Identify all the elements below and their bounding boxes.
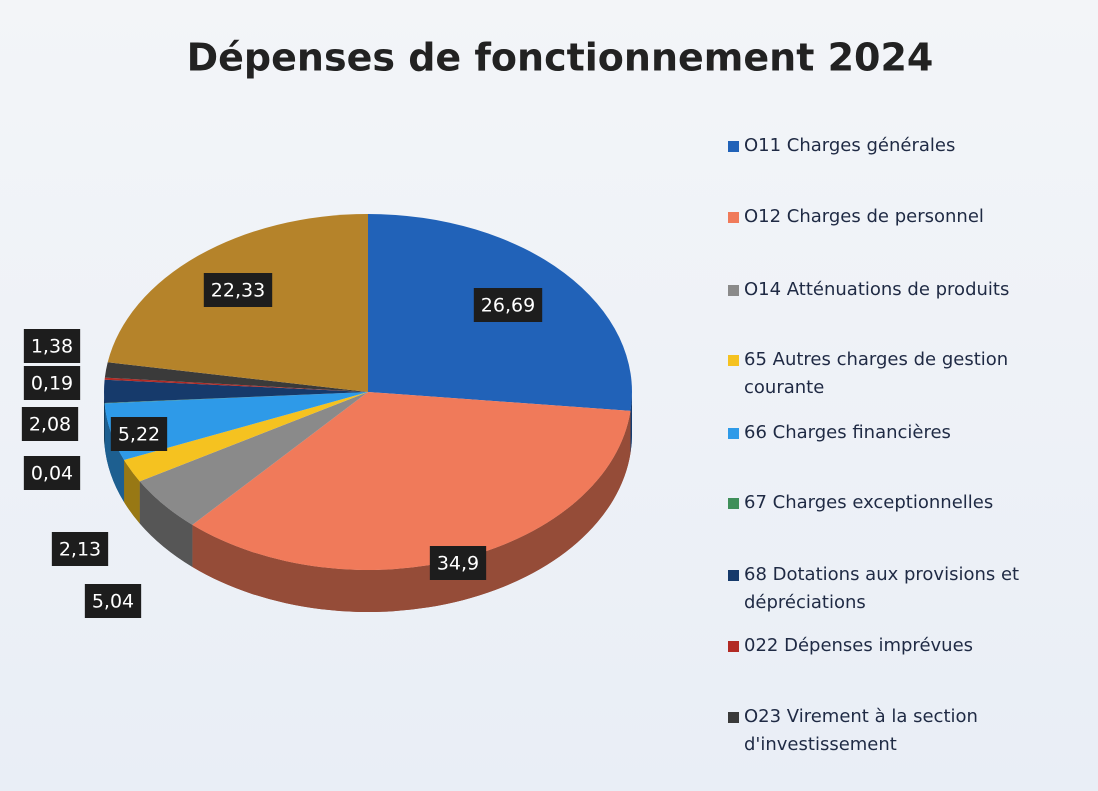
slice: [192, 392, 631, 571]
slice: [103, 379, 368, 403]
data-label-box: [203, 273, 273, 307]
legend-swatch: [728, 570, 739, 581]
data-label: 2,08: [29, 414, 71, 436]
slice-side: [630, 392, 632, 453]
legend-label: 67 Charges exceptionnelles: [744, 492, 994, 513]
legend-item: O11 Charges générales: [728, 132, 1058, 160]
legend-label: O14 Atténuations de produits: [744, 279, 1010, 300]
legend-item: 65 Autres charges de gestion courante: [728, 346, 1058, 402]
legend-item: O12 Charges de personnel: [728, 203, 1058, 231]
data-label-box: [23, 366, 81, 400]
data-label: 34,9: [437, 553, 479, 575]
slice: [104, 377, 368, 392]
data-label: 5,04: [92, 591, 134, 613]
legend-item: O23 Virement à la section d'investisseme…: [728, 703, 1058, 759]
slice-side: [124, 460, 140, 524]
legend-swatch: [728, 212, 739, 223]
slice-side: [104, 403, 125, 503]
data-label-box: [84, 584, 142, 618]
data-label-box: [23, 456, 81, 490]
slice: [124, 392, 368, 482]
legend-swatch: [728, 712, 739, 723]
data-label: 22,33: [211, 280, 265, 302]
slice-side: [192, 410, 631, 612]
data-label-box: [21, 407, 79, 441]
legend-label: 68 Dotations aux provisions et dépréciat…: [744, 564, 1020, 613]
data-label: 2,13: [59, 539, 101, 561]
legend-label: 65 Autres charges de gestion courante: [744, 349, 1009, 398]
slice: [104, 392, 368, 461]
legend-swatch: [728, 355, 739, 366]
legend-swatch: [728, 428, 739, 439]
data-label-box: [473, 288, 543, 322]
legend-label: O11 Charges générales: [744, 135, 956, 156]
data-label: 5,22: [118, 424, 160, 446]
legend-label: O23 Virement à la section d'investisseme…: [744, 706, 978, 755]
legend-swatch: [728, 285, 739, 296]
data-label: 0,19: [31, 373, 73, 395]
data-label-box: [23, 329, 81, 363]
data-label: 26,69: [481, 295, 535, 317]
slice-side: [104, 392, 105, 445]
legend-label: 022 Dépenses imprévues: [744, 635, 974, 656]
legend-swatch: [728, 141, 739, 152]
legend-item: O14 Atténuations de produits: [728, 276, 1058, 304]
slice: [104, 362, 369, 392]
data-label-box: [429, 546, 487, 580]
legend-item: 68 Dotations aux provisions et dépréciat…: [728, 561, 1058, 617]
chart-title: Dépenses de fonctionnement 2024: [187, 36, 934, 80]
data-label: 1,38: [31, 336, 73, 358]
slice: [104, 392, 369, 404]
slice: [139, 392, 368, 525]
legend-swatch: [728, 498, 739, 509]
legend-label: 66 Charges financières: [744, 422, 951, 443]
legend-label: O12 Charges de personnel: [744, 206, 984, 227]
data-label-box: [110, 417, 168, 451]
slice-side: [139, 481, 193, 567]
data-label: 0,04: [31, 463, 73, 485]
legend-item: 022 Dépenses imprévues: [728, 632, 1058, 660]
legend-item: 66 Charges financières: [728, 419, 1058, 447]
data-label-box: [51, 532, 109, 566]
legend-item: 67 Charges exceptionnelles: [728, 489, 1058, 517]
legend-swatch: [728, 641, 739, 652]
